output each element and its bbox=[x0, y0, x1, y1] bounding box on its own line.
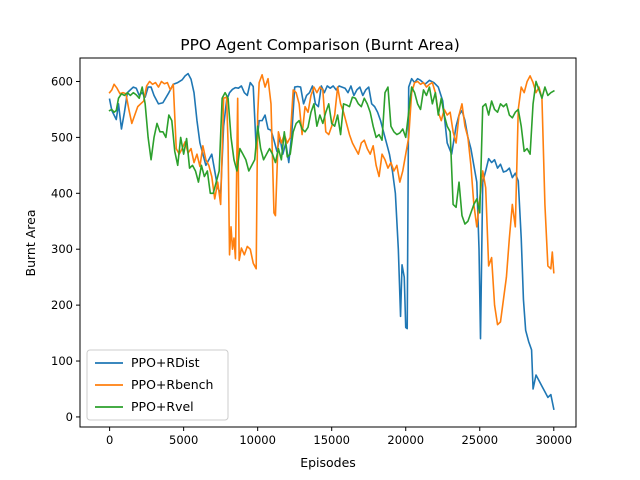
y-axis-ticks: 0 100 200 300 400 500 600 bbox=[51, 74, 80, 424]
chart-title: PPO Agent Comparison (Burnt Area) bbox=[180, 36, 460, 54]
y-tick-label: 300 bbox=[51, 242, 73, 256]
legend-box bbox=[86, 349, 229, 421]
legend-label-rdist: PPO+RDist bbox=[131, 355, 200, 370]
y-tick-label: 400 bbox=[51, 186, 73, 200]
x-tick-label: 0 bbox=[106, 433, 113, 447]
x-tick-label: 5000 bbox=[169, 433, 198, 447]
series-layer bbox=[108, 72, 555, 411]
x-tick-label: 20000 bbox=[387, 433, 424, 447]
x-tick-label: 30000 bbox=[535, 433, 572, 447]
y-axis-label: Burnt Area bbox=[23, 210, 38, 277]
y-tick-label: 500 bbox=[51, 130, 73, 144]
series-line-ppo-rvel bbox=[108, 80, 555, 225]
x-tick-label: 15000 bbox=[313, 433, 350, 447]
y-tick-label: 0 bbox=[66, 410, 73, 424]
plot-frame bbox=[79, 57, 577, 428]
x-axis-ticks: 0 5000 10000 15000 20000 25000 30000 bbox=[106, 427, 572, 447]
legend: PPO+RDist PPO+Rbench PPO+Rvel bbox=[86, 349, 229, 421]
y-tick-label: 600 bbox=[51, 74, 73, 88]
x-axis-label: Episodes bbox=[300, 455, 356, 470]
y-tick-label: 100 bbox=[51, 354, 73, 368]
y-tick-label: 200 bbox=[51, 298, 73, 312]
legend-label-rbench: PPO+Rbench bbox=[131, 377, 213, 392]
legend-label-rvel: PPO+Rvel bbox=[131, 399, 194, 414]
x-tick-label: 10000 bbox=[239, 433, 276, 447]
x-tick-label: 25000 bbox=[461, 433, 498, 447]
